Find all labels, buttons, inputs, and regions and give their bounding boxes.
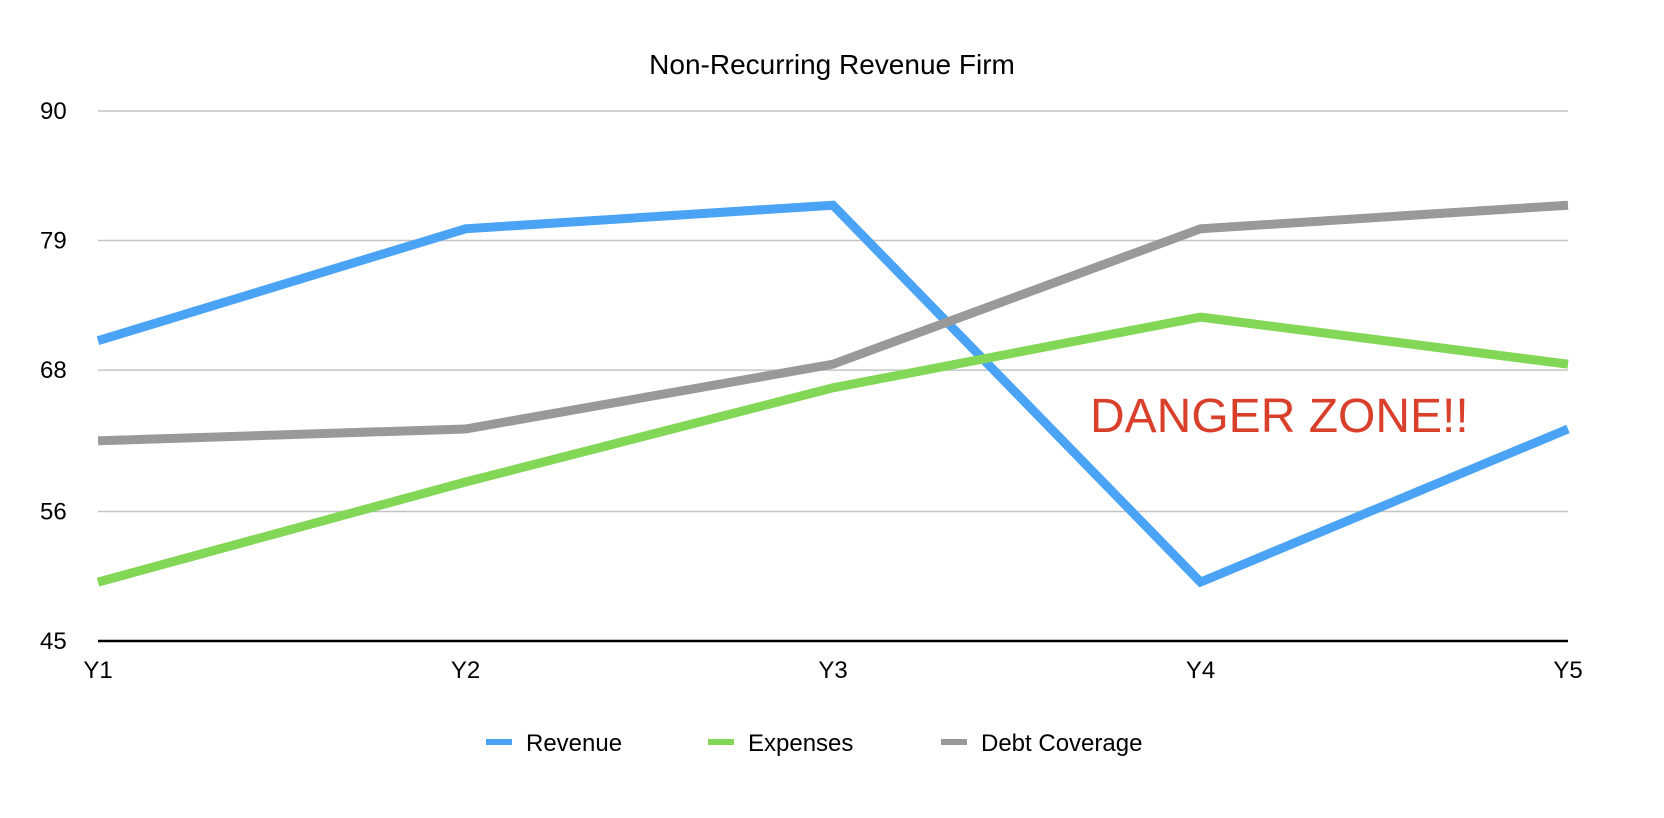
grid-lines bbox=[98, 110, 1568, 643]
legend-label-expenses: Expenses bbox=[748, 730, 853, 757]
series-line-revenue bbox=[96, 200, 1570, 588]
chart-title: Non-Recurring Revenue Firm bbox=[649, 49, 1015, 80]
legend: Revenue Expenses Debt Coverage bbox=[486, 730, 1142, 757]
y-tick-label: 45 bbox=[40, 628, 67, 655]
x-tick-label: Y2 bbox=[451, 657, 480, 684]
danger-zone-annotation: DANGER ZONE!! bbox=[1090, 390, 1469, 443]
x-axis-ticks: Y1 Y2 Y3 Y4 Y5 bbox=[83, 657, 1582, 684]
y-tick-label: 90 bbox=[40, 98, 67, 125]
x-tick-label: Y5 bbox=[1553, 657, 1582, 684]
series-line-debt-coverage bbox=[97, 200, 1569, 446]
y-tick-label: 56 bbox=[40, 498, 67, 525]
y-tick-label: 68 bbox=[40, 357, 67, 384]
x-tick-label: Y3 bbox=[818, 657, 847, 684]
series-lines bbox=[96, 200, 1570, 588]
legend-label-debt-coverage: Debt Coverage bbox=[981, 730, 1142, 757]
x-tick-label: Y4 bbox=[1186, 657, 1215, 684]
y-axis-ticks: 45 56 68 79 90 bbox=[40, 98, 67, 655]
x-tick-label: Y1 bbox=[83, 657, 112, 684]
legend-label-revenue: Revenue bbox=[526, 730, 622, 757]
y-tick-label: 79 bbox=[40, 228, 67, 255]
series-line-expenses bbox=[96, 312, 1569, 587]
